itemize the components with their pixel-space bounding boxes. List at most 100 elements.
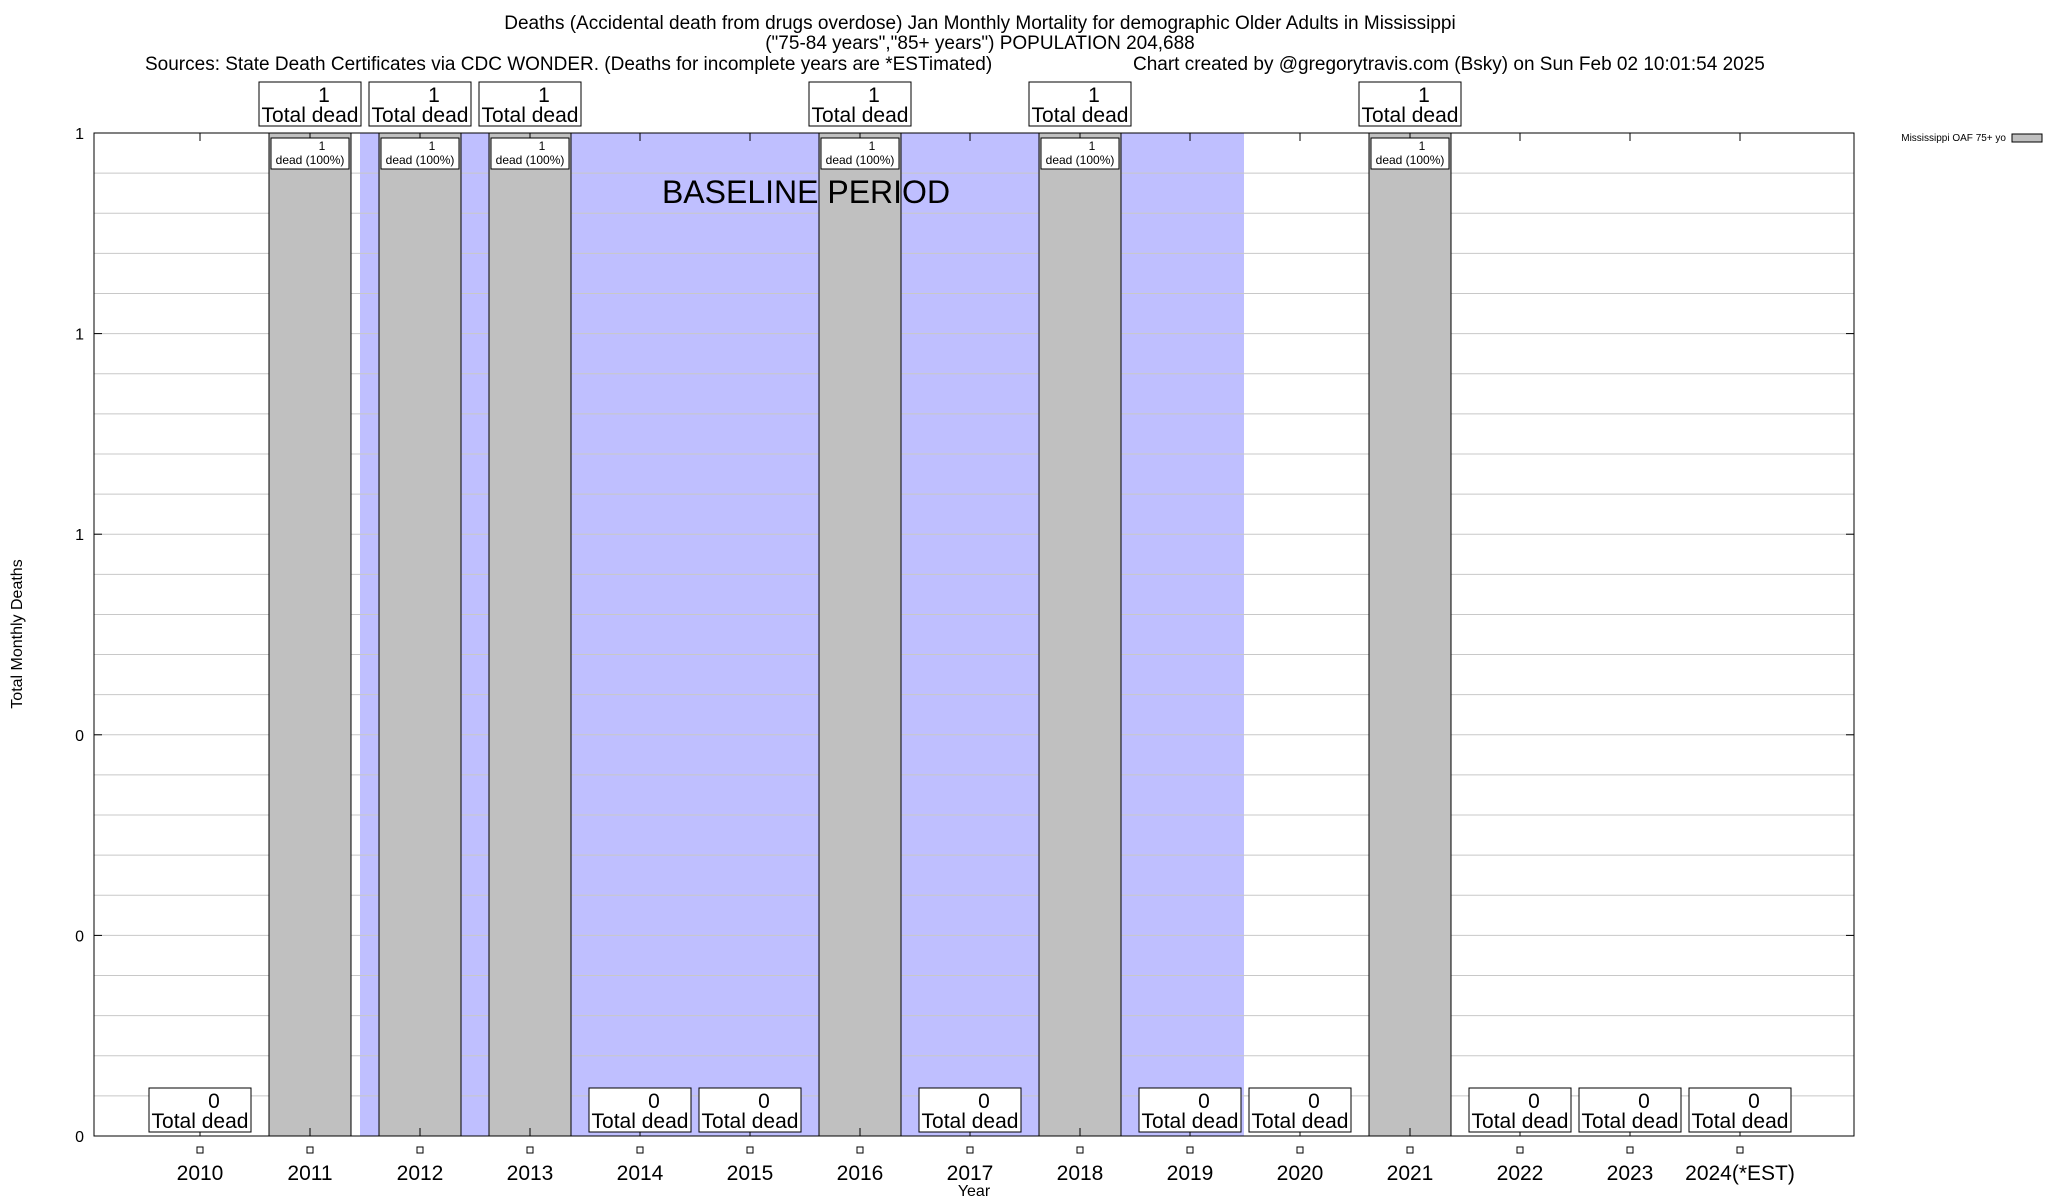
chart-sources: Sources: State Death Certificates via CD…	[145, 54, 993, 75]
inner-dead-label: dead (100%)	[1046, 153, 1115, 167]
total-value-label: 1	[538, 84, 550, 107]
bar-2011	[268, 132, 352, 1137]
total-dead-label: Total dead	[1252, 1110, 1349, 1133]
inner-value-label: 1	[1419, 139, 1426, 153]
bar-2013	[488, 132, 572, 1137]
inner-label-box	[380, 137, 460, 170]
y-axis-label: Total Monthly Deaths	[9, 559, 26, 708]
total-label-box	[1468, 1087, 1572, 1133]
x-marker	[196, 1146, 204, 1154]
x-marker	[1296, 1146, 1304, 1154]
total-value-label: 0	[758, 1090, 770, 1113]
inner-value-label: 1	[869, 139, 876, 153]
x-axis-label: Year	[958, 1183, 991, 1200]
x-tick-label: 2020	[1277, 1162, 1324, 1185]
total-dead-label: Total dead	[152, 1110, 249, 1133]
total-label-box	[1688, 1087, 1792, 1133]
x-marker	[1736, 1146, 1744, 1154]
total-dead-label: Total dead	[702, 1110, 799, 1133]
total-dead-label: Total dead	[1032, 104, 1129, 127]
total-value-label: 0	[1748, 1090, 1760, 1113]
x-tick-label: 2013	[507, 1162, 554, 1185]
x-tick-label: 2016	[837, 1162, 884, 1185]
total-value-label: 1	[428, 84, 440, 107]
total-dead-label: Total dead	[1582, 1110, 1679, 1133]
x-marker	[416, 1146, 424, 1154]
total-dead-label: Total dead	[1692, 1110, 1789, 1133]
x-marker	[1076, 1146, 1084, 1154]
total-value-label: 0	[208, 1090, 220, 1113]
total-dead-label: Total dead	[1362, 104, 1459, 127]
total-dead-label: Total dead	[812, 104, 909, 127]
x-marker	[306, 1146, 314, 1154]
chart-title-line1: Deaths (Accidental death from drugs over…	[504, 13, 1456, 34]
chart-title-line2: ("75-84 years","85+ years") POPULATION 2…	[765, 33, 1195, 54]
total-dead-label: Total dead	[592, 1110, 689, 1133]
total-label-box	[808, 81, 912, 127]
x-tick-label: 2024(*EST)	[1685, 1162, 1795, 1185]
y-tick-label: 0	[75, 728, 84, 745]
bar-2012	[378, 132, 462, 1137]
total-label-box	[1578, 1087, 1682, 1133]
bar-2016	[818, 132, 902, 1137]
x-marker	[746, 1146, 754, 1154]
bar-2021	[1368, 132, 1452, 1137]
legend-swatch	[2011, 133, 2043, 143]
x-marker	[1186, 1146, 1194, 1154]
x-marker	[1516, 1146, 1524, 1154]
inner-value-label: 1	[539, 139, 546, 153]
x-marker	[856, 1146, 864, 1154]
total-dead-label: Total dead	[1472, 1110, 1569, 1133]
chart-credit: Chart created by @gregorytravis.com (Bsk…	[1133, 54, 1765, 75]
plot-border	[93, 132, 1855, 1137]
total-value-label: 1	[868, 84, 880, 107]
inner-dead-label: dead (100%)	[386, 153, 455, 167]
y-tick-label: 1	[75, 126, 84, 143]
total-label-box	[698, 1087, 802, 1133]
bar-2018	[1038, 132, 1122, 1137]
x-marker	[526, 1146, 534, 1154]
x-tick-label: 2021	[1387, 1162, 1434, 1185]
total-dead-label: Total dead	[482, 104, 579, 127]
inner-value-label: 1	[429, 139, 436, 153]
total-value-label: 1	[1088, 84, 1100, 107]
inner-dead-label: dead (100%)	[1376, 153, 1445, 167]
inner-label-box	[270, 137, 350, 170]
inner-label-box	[490, 137, 570, 170]
total-label-box	[148, 1087, 252, 1133]
y-tick-label: 1	[75, 527, 84, 544]
legend-label: Mississippi OAF 75+ yo	[1901, 133, 2006, 144]
inner-value-label: 1	[319, 139, 326, 153]
x-marker	[966, 1146, 974, 1154]
total-label-box	[478, 81, 582, 127]
total-label-box	[368, 81, 472, 127]
total-dead-label: Total dead	[1142, 1110, 1239, 1133]
x-tick-label: 2015	[727, 1162, 774, 1185]
inner-value-label: 1	[1089, 139, 1096, 153]
x-tick-label: 2014	[617, 1162, 664, 1185]
total-dead-label: Total dead	[922, 1110, 1019, 1133]
total-value-label: 1	[1418, 84, 1430, 107]
total-value-label: 0	[978, 1090, 990, 1113]
x-tick-label: 2019	[1167, 1162, 1214, 1185]
x-tick-label: 2010	[177, 1162, 224, 1185]
inner-label-box	[1040, 137, 1120, 170]
x-tick-label: 2018	[1057, 1162, 1104, 1185]
total-value-label: 1	[318, 84, 330, 107]
x-marker	[1626, 1146, 1634, 1154]
total-label-box	[1358, 81, 1462, 127]
inner-dead-label: dead (100%)	[496, 153, 565, 167]
x-tick-label: 2017	[947, 1162, 994, 1185]
total-dead-label: Total dead	[262, 104, 359, 127]
inner-dead-label: dead (100%)	[276, 153, 345, 167]
total-value-label: 0	[1528, 1090, 1540, 1113]
total-label-box	[1028, 81, 1132, 127]
total-value-label: 0	[1198, 1090, 1210, 1113]
total-label-box	[588, 1087, 692, 1133]
x-tick-label: 2022	[1497, 1162, 1544, 1185]
x-tick-label: 2011	[287, 1162, 332, 1185]
total-value-label: 0	[1638, 1090, 1650, 1113]
baseline-label: BASELINE PERIOD	[662, 174, 950, 210]
total-value-label: 0	[1308, 1090, 1320, 1113]
